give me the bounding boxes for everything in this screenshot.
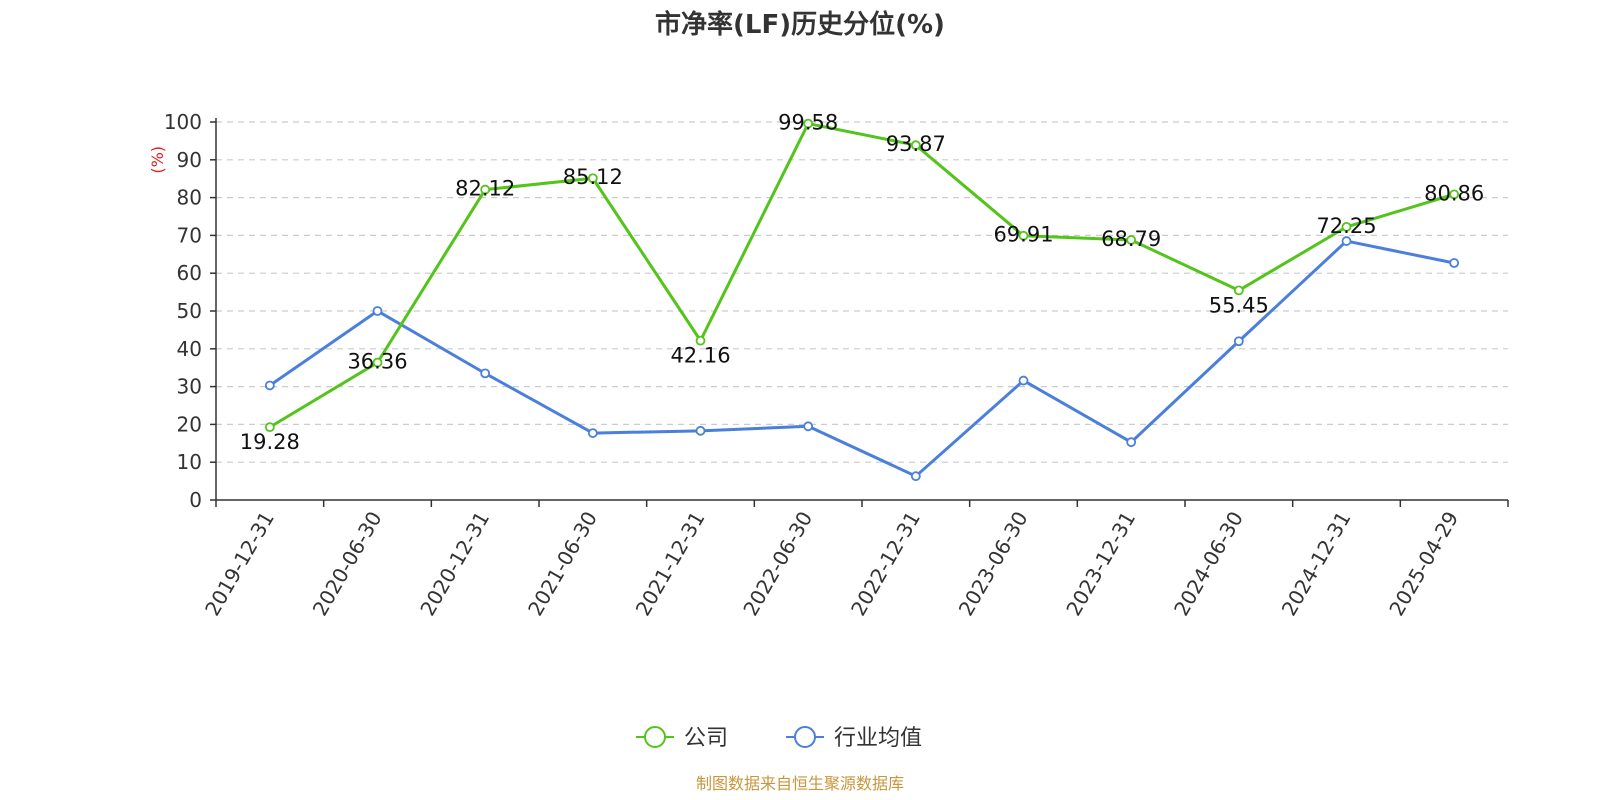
data-label: 19.28 bbox=[240, 430, 300, 454]
data-label: 69.91 bbox=[993, 223, 1053, 247]
data-point bbox=[910, 471, 921, 482]
x-tick-label: 2024-12-31 bbox=[1277, 507, 1356, 620]
series-line bbox=[269, 122, 1455, 429]
data-point bbox=[264, 422, 275, 433]
data-point bbox=[480, 184, 491, 195]
data-point bbox=[1341, 221, 1352, 232]
data-point bbox=[587, 173, 598, 184]
data-label: 93.87 bbox=[886, 132, 946, 156]
data-label: 85.12 bbox=[563, 165, 623, 189]
data-point bbox=[695, 425, 706, 436]
y-tick-label: 90 bbox=[177, 148, 202, 172]
series-line bbox=[268, 239, 1455, 478]
data-label: 42.16 bbox=[670, 344, 730, 368]
y-tick-label: 50 bbox=[177, 299, 202, 323]
legend-swatch-marker bbox=[794, 726, 816, 748]
data-point bbox=[264, 380, 275, 391]
data-point bbox=[1341, 236, 1352, 246]
data-label: 80.86 bbox=[1424, 181, 1484, 205]
x-tick-label: 2023-06-30 bbox=[954, 507, 1033, 620]
y-tick-label: 10 bbox=[177, 450, 202, 474]
data-point bbox=[372, 357, 383, 368]
source-note: 制图数据来自恒生聚源数据库 bbox=[695, 774, 904, 793]
data-point bbox=[1126, 437, 1137, 448]
y-tick-label: 70 bbox=[177, 223, 202, 247]
chart-title: 市净率(LF)历史分位(%) bbox=[655, 10, 945, 40]
data-label: 36.36 bbox=[347, 350, 407, 374]
data-point bbox=[803, 118, 814, 129]
data-point bbox=[1018, 230, 1029, 241]
legend-swatch-marker bbox=[644, 726, 666, 748]
y-tick-label: 60 bbox=[177, 261, 202, 285]
data-point bbox=[695, 335, 706, 346]
data-point bbox=[1126, 235, 1137, 245]
data-label: 55.45 bbox=[1209, 293, 1269, 317]
data-point bbox=[1233, 336, 1244, 347]
data-label: 72.25 bbox=[1316, 214, 1376, 238]
y-tick-label: 0 bbox=[189, 488, 202, 512]
data-label: 99.58 bbox=[778, 111, 838, 135]
x-tick-label: 2023-12-31 bbox=[1061, 507, 1140, 620]
x-tick-label: 2024-06-30 bbox=[1169, 507, 1248, 620]
x-tick-label: 2020-06-30 bbox=[308, 507, 387, 620]
data-point bbox=[372, 306, 383, 316]
data-point bbox=[480, 368, 491, 379]
data-point bbox=[1449, 189, 1460, 200]
x-tick-label: 2021-12-31 bbox=[631, 507, 710, 620]
data-label: 68.79 bbox=[1101, 227, 1161, 251]
legend-label: 公司 bbox=[684, 726, 728, 751]
x-tick-label: 2019-12-31 bbox=[200, 507, 279, 620]
y-tick-label: 80 bbox=[177, 186, 202, 210]
data-point bbox=[803, 421, 814, 432]
y-tick-label: 30 bbox=[177, 375, 202, 399]
y-axis-label: (%) bbox=[148, 146, 167, 174]
x-tick-label: 2020-12-31 bbox=[415, 507, 494, 620]
data-point bbox=[910, 140, 921, 151]
y-tick-label: 40 bbox=[177, 337, 202, 361]
y-tick-label: 20 bbox=[177, 412, 202, 436]
data-point bbox=[1449, 258, 1460, 268]
data-label: 82.12 bbox=[455, 177, 515, 201]
x-tick-label: 2022-06-30 bbox=[738, 507, 817, 620]
data-point bbox=[1233, 285, 1244, 296]
y-tick-label: 100 bbox=[164, 110, 202, 134]
x-tick-label: 2022-12-31 bbox=[846, 507, 925, 620]
data-point bbox=[1018, 375, 1029, 386]
x-tick-label: 2025-04-29 bbox=[1384, 507, 1463, 620]
legend-label: 行业均值 bbox=[834, 726, 922, 751]
data-point bbox=[587, 428, 598, 438]
x-tick-label: 2021-06-30 bbox=[523, 507, 602, 620]
